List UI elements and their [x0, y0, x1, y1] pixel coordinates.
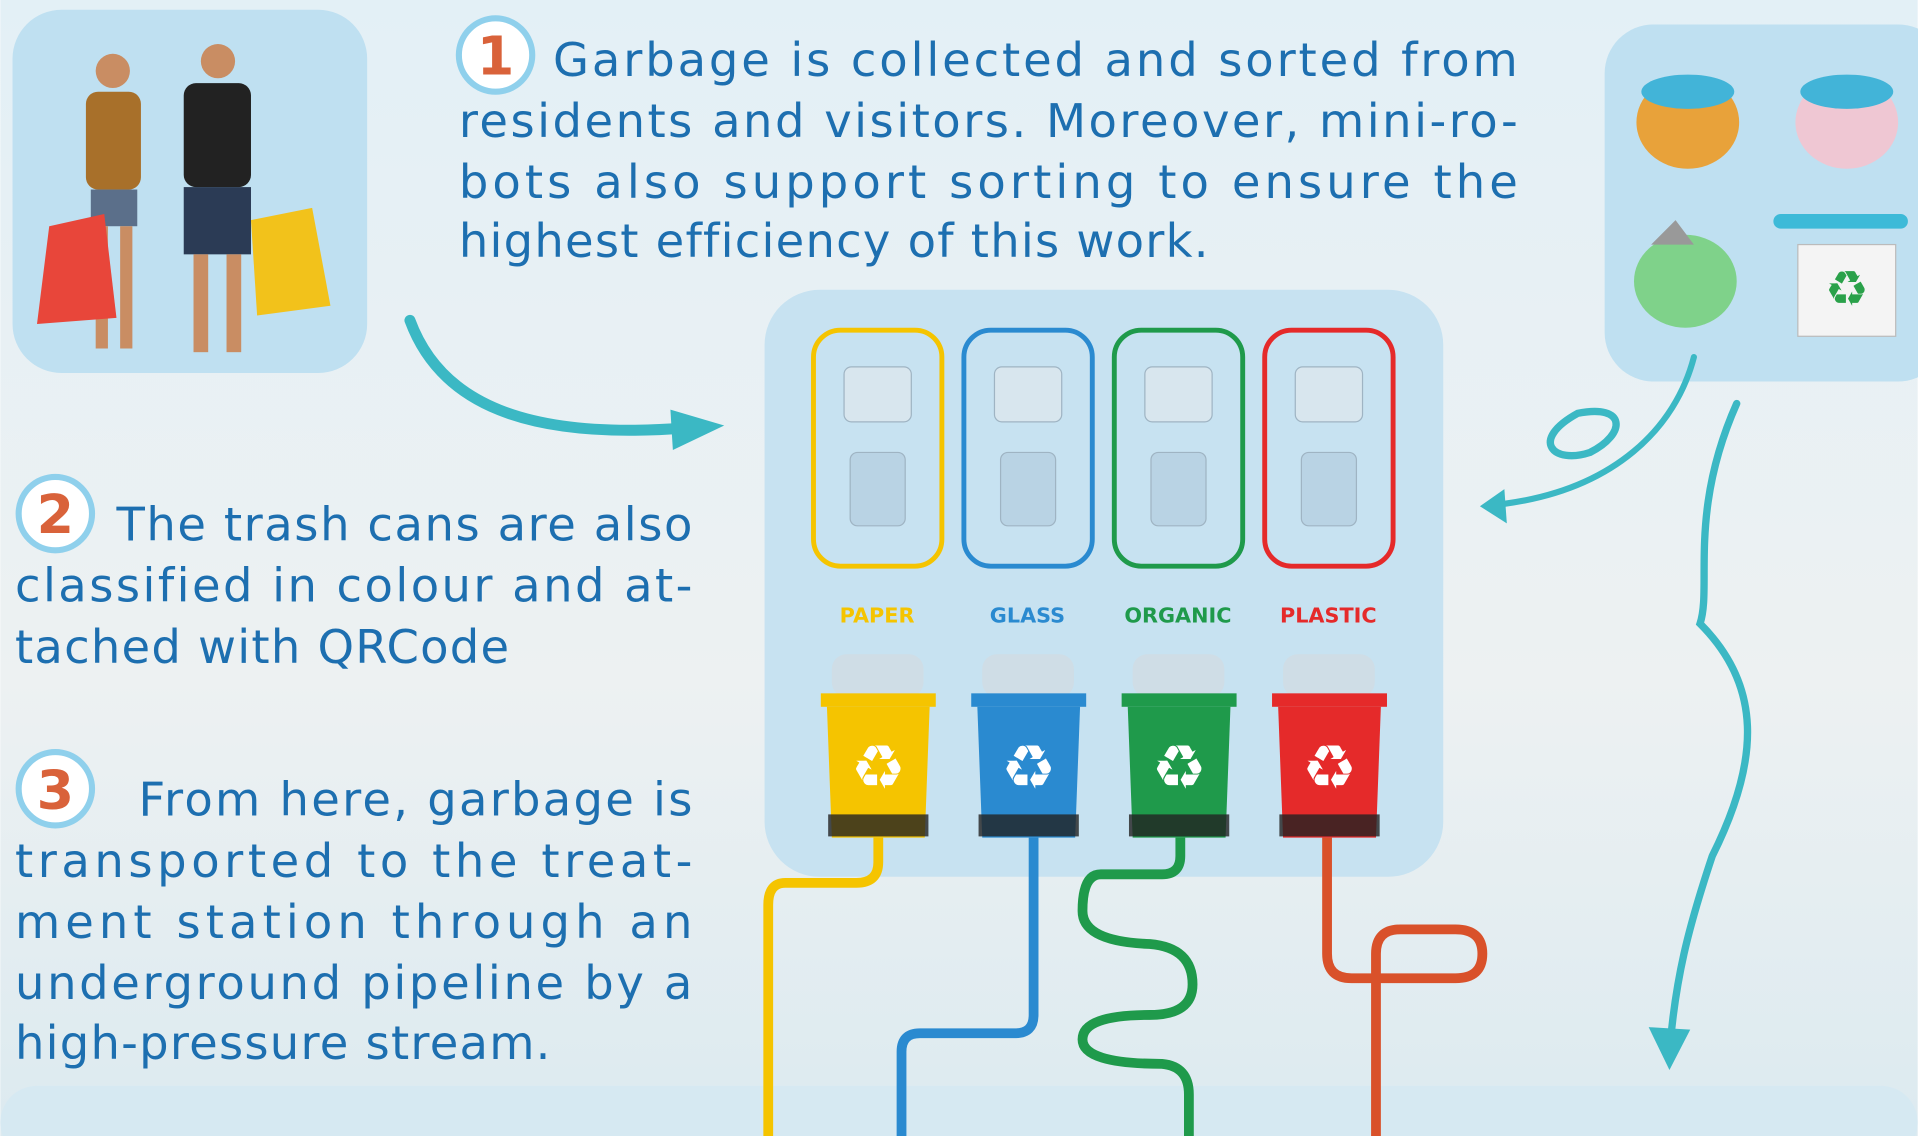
item: [1145, 367, 1212, 422]
recycle-icon: ♻: [851, 733, 906, 804]
item: [1001, 452, 1056, 525]
step-line: From here, garbage is: [138, 773, 693, 827]
recycle-icon: ♻: [1152, 733, 1207, 804]
bin-lid: [821, 693, 936, 706]
bin-contents: [1283, 654, 1375, 697]
bin-label: PLASTIC: [1280, 603, 1377, 627]
recycle-icon: ♻: [1001, 733, 1056, 804]
item: [1301, 452, 1356, 525]
bin-contents: [832, 654, 924, 697]
bin-contents: [1133, 654, 1225, 697]
recycle-icon: ♻: [1302, 733, 1357, 804]
step-line: underground pipeline by a: [15, 956, 694, 1010]
step-line: highest efficiency of this work.: [459, 214, 1210, 268]
item: [1295, 367, 1362, 422]
item: [1151, 452, 1206, 525]
step-line: classified in colour and at-: [15, 559, 694, 613]
item: [850, 452, 905, 525]
bin-contents: [982, 654, 1074, 697]
robots-panel: ♻: [1605, 24, 1918, 381]
bin-lid: [1122, 693, 1237, 706]
bin-wheels: [828, 814, 928, 836]
step-line: high-pressure stream.: [15, 1016, 552, 1070]
step-number: 1: [477, 25, 514, 88]
step-line: residents and visitors. Moreover, mini-r…: [459, 94, 1519, 148]
step-line: bots also support sorting to ensure the: [459, 155, 1519, 209]
item: [994, 367, 1061, 422]
bin-label: PAPER: [840, 603, 915, 627]
step-line: Garbage is collected and sorted from: [553, 33, 1519, 87]
step-line: ment station through an: [15, 895, 694, 949]
infographic: ♻ PAPER ♻ GLASS ♻ ORGANIC ♻ PLASTIC ♻ 1 Garbage …: [0, 0, 1918, 1136]
step-number: 3: [37, 758, 74, 821]
step-number: 2: [37, 483, 74, 546]
bin-wheels: [979, 814, 1079, 836]
step-line: The trash cans are also: [115, 497, 693, 551]
bin-wheels: [1129, 814, 1229, 836]
bottom-panel: [0, 1086, 1917, 1136]
step-line: tached with QRCode: [15, 620, 510, 674]
bin-lid: [1272, 693, 1387, 706]
bin-wheels: [1279, 814, 1379, 836]
bin-label: ORGANIC: [1124, 603, 1231, 627]
item: [844, 367, 911, 422]
bin-lid: [971, 693, 1086, 706]
svg-text:♻: ♻: [1825, 261, 1869, 318]
bin-label: GLASS: [990, 603, 1065, 627]
residents-panel: [13, 10, 368, 373]
